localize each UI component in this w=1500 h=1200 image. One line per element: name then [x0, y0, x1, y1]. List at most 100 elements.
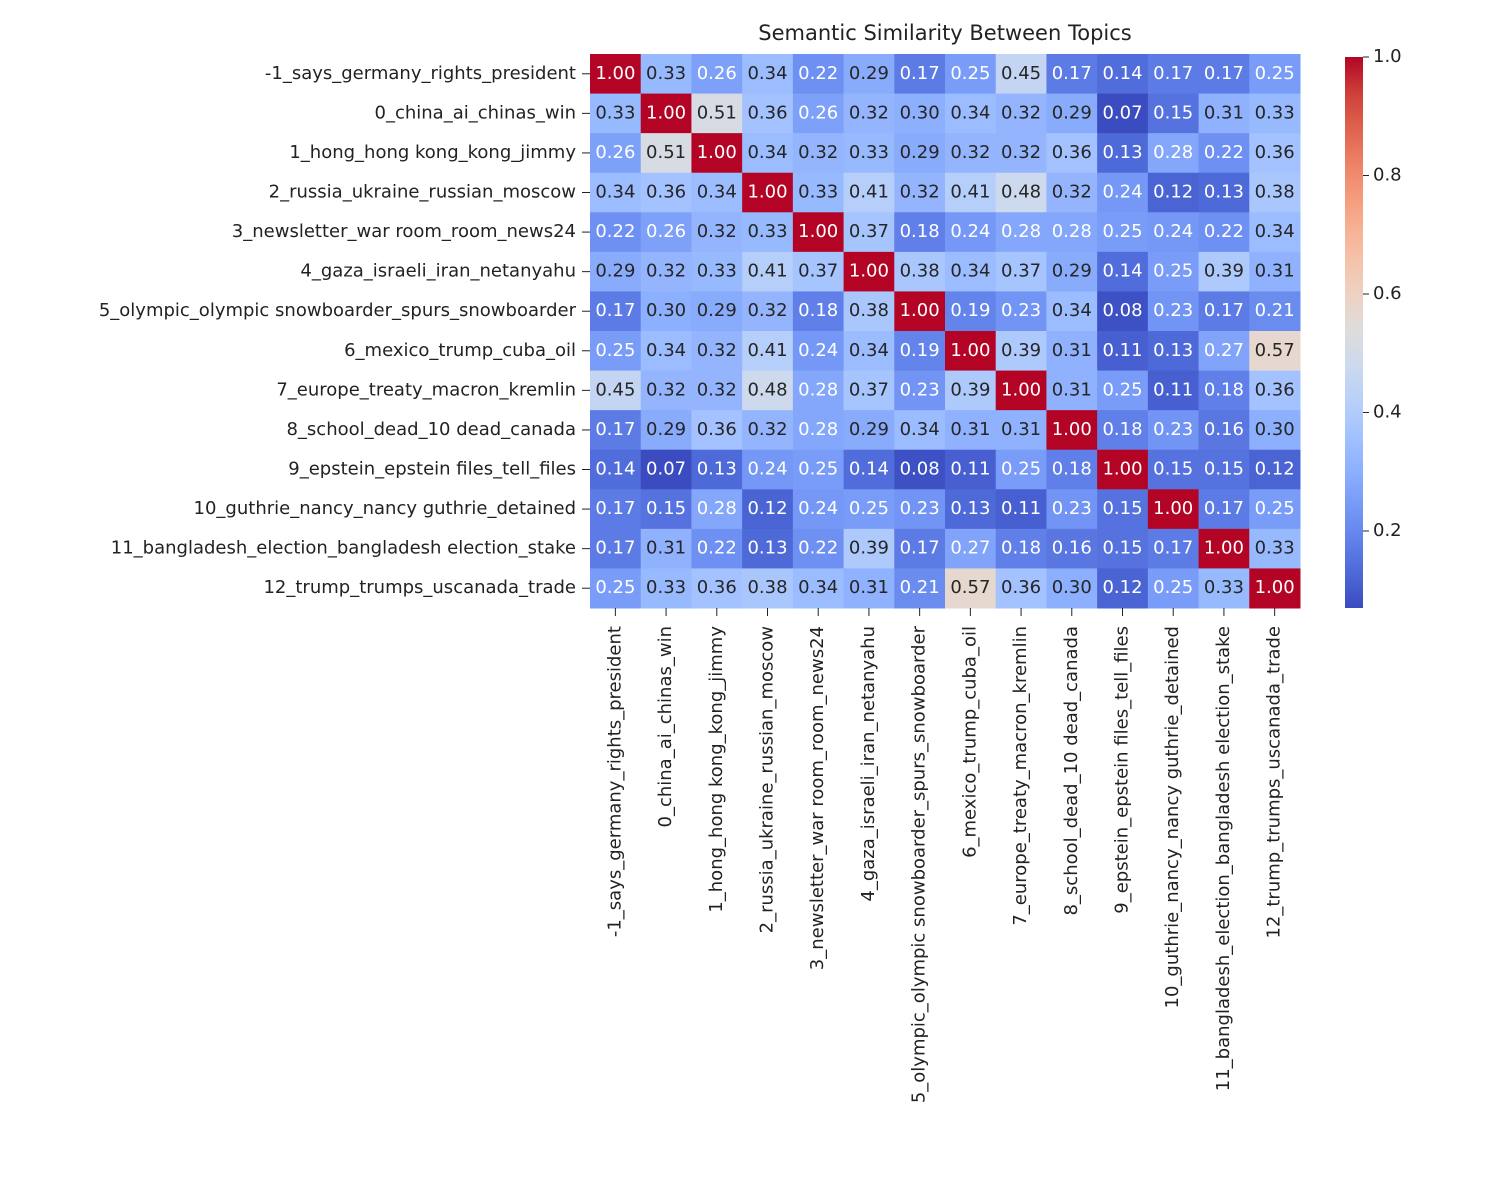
heatmap-cell — [1046, 331, 1098, 372]
heatmap-cell — [843, 449, 895, 490]
heatmap-cell — [1249, 449, 1301, 490]
cell-label: 0.19 — [900, 340, 940, 361]
cell-label: 0.41 — [747, 261, 787, 282]
cell-label: 0.24 — [798, 498, 838, 519]
heatmap-cell — [691, 528, 743, 569]
cell-label: 0.25 — [1153, 261, 1193, 282]
cell-label: 0.13 — [1102, 142, 1142, 163]
heatmap-cell — [691, 172, 743, 213]
heatmap-cell — [1198, 410, 1250, 451]
heatmap-cell — [590, 489, 642, 530]
cell-label: 0.29 — [1052, 102, 1092, 123]
cell-label: 0.33 — [1255, 102, 1295, 123]
x-tick-label: 2_russia_ukraine_russian_moscow — [757, 626, 778, 933]
cell-label: 0.18 — [1052, 459, 1092, 480]
heatmap-cell — [1198, 251, 1250, 292]
heatmap-cell — [894, 172, 946, 213]
heatmap-cell — [742, 291, 794, 332]
cell-label: 0.32 — [646, 379, 686, 400]
heatmap-cell — [1097, 449, 1149, 490]
cell-label: 0.24 — [950, 221, 990, 242]
cell-label: 0.34 — [849, 340, 889, 361]
cell-label: 0.19 — [950, 300, 990, 321]
heatmap-cell — [792, 291, 845, 332]
heatmap-cell — [945, 331, 997, 372]
heatmap-cell — [1046, 93, 1098, 134]
y-tick-label: 1_hong_hong kong_kong_jimmy — [289, 142, 576, 163]
cell-label: 0.12 — [1153, 182, 1193, 203]
heatmap-cell — [640, 370, 692, 411]
colorbar-tick-label: 0.4 — [1373, 401, 1402, 422]
x-tick-label: 1_hong_hong kong_kong_jimmy — [706, 626, 727, 913]
cell-label: 0.25 — [1255, 498, 1295, 519]
colorbar-tick-label: 1.0 — [1373, 46, 1402, 67]
heatmap-cell — [1198, 291, 1250, 332]
cell-label: 0.23 — [1153, 300, 1193, 321]
heatmap-cell — [691, 489, 743, 530]
x-tick-label: 6_mexico_trump_cuba_oil — [959, 626, 980, 858]
heatmap-cell — [590, 331, 642, 372]
cell-label: 0.48 — [747, 379, 787, 400]
heatmap-cell — [640, 528, 692, 569]
cell-label: 0.11 — [950, 459, 990, 480]
y-tick-label: 6_mexico_trump_cuba_oil — [344, 340, 576, 361]
heatmap-cell — [995, 568, 1047, 609]
heatmap-cell — [894, 93, 946, 134]
heatmap-cell — [995, 172, 1047, 213]
heatmap-cell — [995, 370, 1047, 411]
cell-label: 0.17 — [1052, 63, 1092, 84]
heatmap-cell — [640, 331, 692, 372]
heatmap-cell — [995, 133, 1047, 174]
heatmap-cell — [894, 528, 946, 569]
cell-label: 0.30 — [900, 102, 940, 123]
heatmap-cell — [1147, 489, 1200, 530]
y-tick-label: 3_newsletter_war room_room_news24 — [232, 221, 576, 242]
cell-label: 0.51 — [646, 142, 686, 163]
cell-label: 0.32 — [697, 221, 737, 242]
cell-label: 0.12 — [1255, 459, 1295, 480]
heatmap-cell — [1249, 133, 1301, 174]
cell-label: 0.36 — [1255, 142, 1295, 163]
heatmap-cell — [945, 172, 997, 213]
cell-label: 0.29 — [849, 419, 889, 440]
cell-label: 0.45 — [595, 379, 635, 400]
y-tick-label: 9_epstein_epstein files_tell_files — [288, 459, 576, 480]
cell-label: 0.33 — [798, 182, 838, 203]
cell-label: 0.17 — [1153, 538, 1193, 559]
heatmap-cell — [590, 54, 642, 95]
cell-label: 0.18 — [900, 221, 940, 242]
heatmap-cell — [590, 410, 642, 451]
x-tick-label: 0_china_ai_chinas_win — [655, 626, 676, 827]
cell-label: 0.13 — [1153, 340, 1193, 361]
cell-label: 0.36 — [1052, 142, 1092, 163]
heatmap-cell — [792, 212, 845, 253]
cell-label: 0.08 — [1102, 300, 1142, 321]
cell-label: 0.23 — [900, 379, 940, 400]
heatmap-cell — [1198, 133, 1250, 174]
heatmap-cell — [1249, 54, 1301, 95]
heatmap-cell — [691, 370, 743, 411]
cell-label: 0.17 — [1204, 300, 1244, 321]
heatmap-cell — [691, 449, 743, 490]
heatmap-cell — [590, 133, 642, 174]
heatmap-cell — [894, 410, 946, 451]
cell-label: 0.11 — [1153, 379, 1193, 400]
cell-label: 0.24 — [747, 459, 787, 480]
heatmap-cell — [843, 291, 895, 332]
x-tick-label: 9_epstein_epstein files_tell_files — [1112, 626, 1133, 914]
cell-label: 0.23 — [900, 498, 940, 519]
heatmap-cell — [691, 291, 743, 332]
cell-label: 0.30 — [1255, 419, 1295, 440]
heatmap-cell — [1046, 133, 1098, 174]
heatmap-cell — [1198, 331, 1250, 372]
heatmap-cell — [792, 54, 845, 95]
heatmap-cell — [1198, 449, 1250, 490]
x-tick-label: 5_olympic_olympic snowboarder_spurs_snow… — [909, 625, 930, 1103]
heatmap-cell — [894, 568, 946, 609]
heatmap-cell — [843, 133, 895, 174]
heatmap-cell — [1046, 528, 1098, 569]
cell-label: 0.36 — [646, 182, 686, 203]
cell-label: 0.26 — [595, 142, 635, 163]
cell-label: 0.22 — [1204, 142, 1244, 163]
